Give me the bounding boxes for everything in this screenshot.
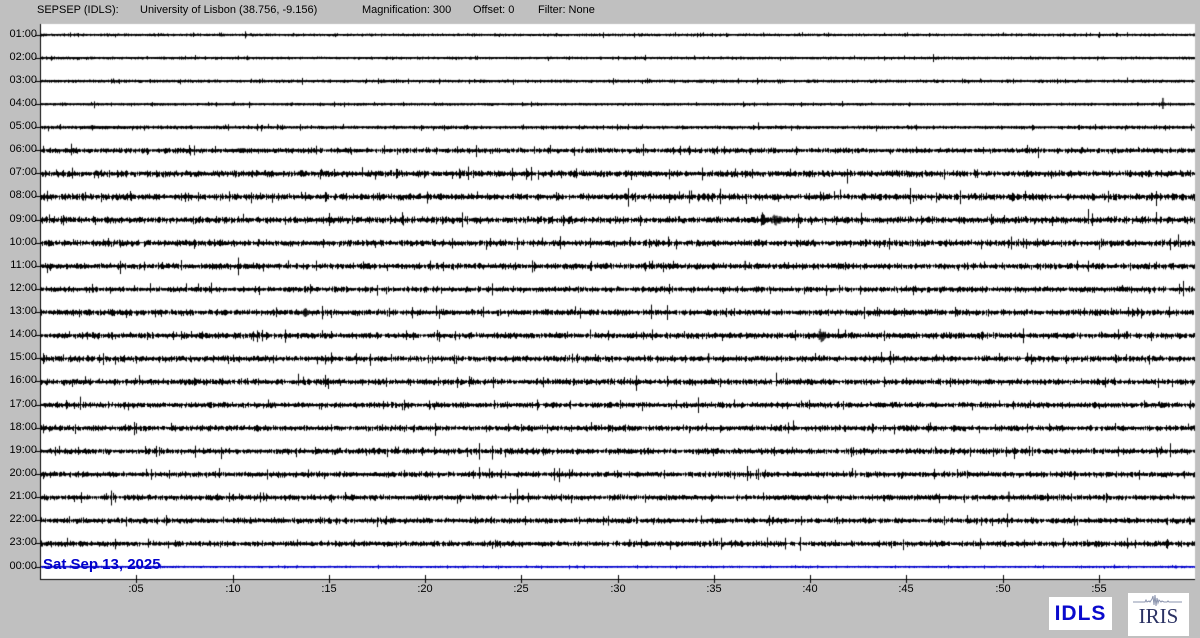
station-label: SEPSEP (IDLS): bbox=[37, 4, 119, 16]
y-axis-label: 02:00 bbox=[9, 51, 37, 63]
y-axis-label: 14:00 bbox=[9, 328, 37, 340]
iris-logo-text: IRIS bbox=[1138, 604, 1179, 628]
idls-logo-text: IDLS bbox=[1054, 601, 1107, 625]
date-label: Sat Sep 13, 2025 bbox=[43, 556, 161, 573]
y-axis-label: 00:00 bbox=[9, 560, 37, 572]
x-axis-label: :55 bbox=[1091, 583, 1107, 595]
y-axis-label: 17:00 bbox=[9, 398, 37, 410]
x-axis-label: :05 bbox=[128, 583, 144, 595]
y-axis-label: 01:00 bbox=[9, 28, 37, 40]
y-axis-label: 21:00 bbox=[9, 490, 37, 502]
y-axis-label: 11:00 bbox=[10, 259, 37, 271]
y-axis-label: 10:00 bbox=[9, 236, 37, 248]
x-axis-label: :30 bbox=[610, 583, 626, 595]
x-axis-label: :40 bbox=[802, 583, 818, 595]
x-axis-label: :20 bbox=[417, 583, 433, 595]
y-axis-label: 12:00 bbox=[9, 282, 37, 294]
location-label: University of Lisbon (38.756, -9.156) bbox=[140, 4, 318, 16]
y-axis-label: 23:00 bbox=[9, 536, 37, 548]
y-axis-label: 19:00 bbox=[9, 444, 37, 456]
y-axis-label: 22:00 bbox=[9, 513, 37, 525]
x-axis-label: :25 bbox=[513, 583, 529, 595]
y-axis-label: 08:00 bbox=[9, 189, 37, 201]
iris-seismic-wiggle-icon bbox=[1133, 595, 1182, 607]
idls-logo[interactable]: IDLS bbox=[1049, 597, 1112, 630]
y-axis-label: 16:00 bbox=[9, 374, 37, 386]
y-axis-label: 07:00 bbox=[9, 166, 37, 178]
y-axis-label: 13:00 bbox=[9, 305, 37, 317]
magnification-label: Magnification: 300 bbox=[362, 4, 452, 16]
y-axis-label: 04:00 bbox=[9, 97, 37, 109]
y-axis-label: 09:00 bbox=[9, 213, 37, 225]
y-axis-label: 18:00 bbox=[9, 421, 37, 433]
x-axis-label: :45 bbox=[898, 583, 914, 595]
filter-label: Filter: None bbox=[538, 4, 595, 16]
x-axis-label: :35 bbox=[706, 583, 722, 595]
x-axis-label: :50 bbox=[995, 583, 1011, 595]
y-axis-label: 20:00 bbox=[9, 467, 37, 479]
x-axis-label: :10 bbox=[225, 583, 241, 595]
x-axis-label: :15 bbox=[321, 583, 337, 595]
y-axis-label: 06:00 bbox=[9, 143, 37, 155]
y-axis-label: 05:00 bbox=[9, 120, 37, 132]
iris-logo[interactable]: IRIS bbox=[1128, 593, 1189, 636]
y-axis-label: 03:00 bbox=[9, 74, 37, 86]
y-axis-label: 15:00 bbox=[9, 351, 37, 363]
offset-label: Offset: 0 bbox=[473, 4, 515, 16]
